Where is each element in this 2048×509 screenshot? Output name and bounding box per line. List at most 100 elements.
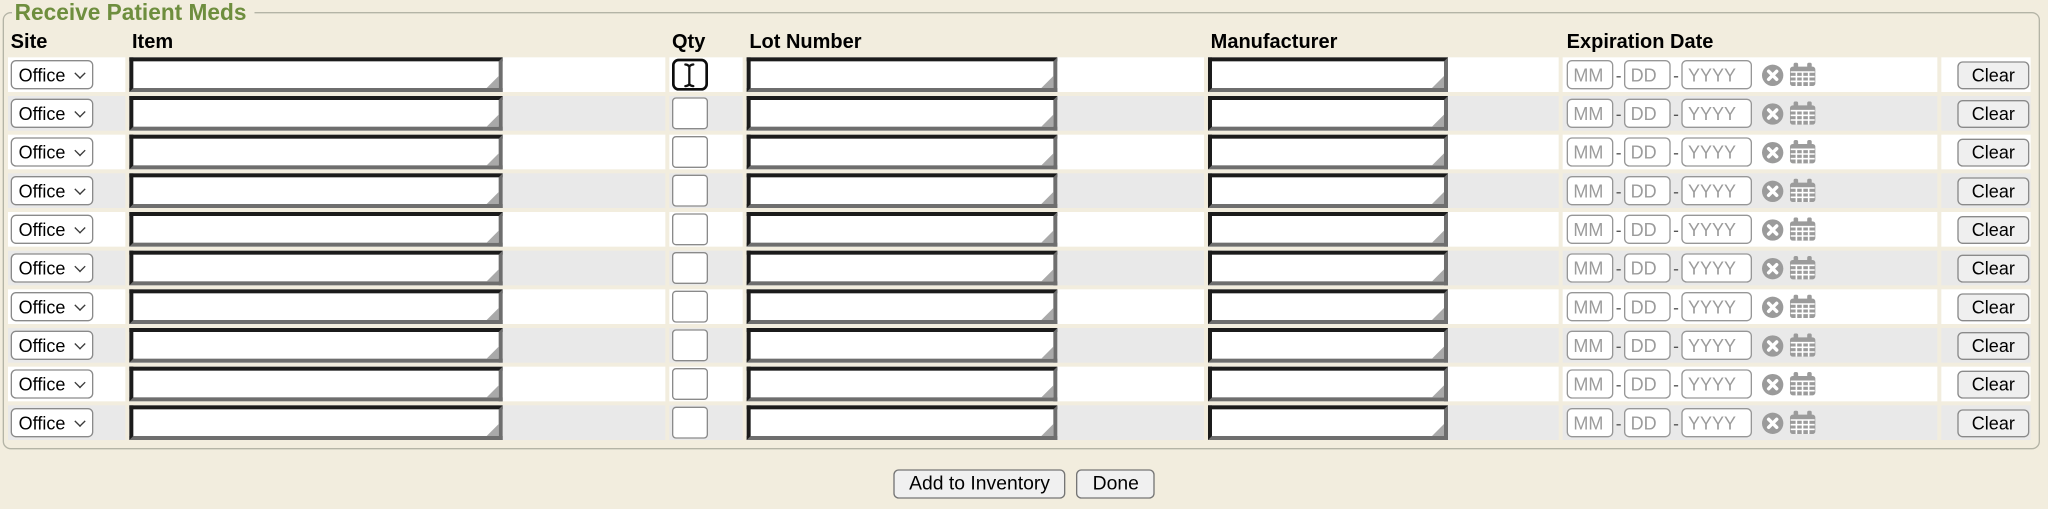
manufacturer-text-field[interactable] [1211, 409, 1444, 436]
lot-number-text-field[interactable] [750, 254, 1054, 282]
site-select[interactable]: Office [10, 407, 94, 438]
calendar-icon[interactable] [1789, 101, 1816, 125]
resize-grip-icon[interactable] [1431, 385, 1444, 398]
manufacturer-text-field[interactable] [1211, 254, 1444, 282]
expiration-month-input[interactable] [1566, 407, 1614, 438]
expiration-month-input[interactable] [1566, 59, 1614, 90]
resize-grip-icon[interactable] [1431, 230, 1444, 243]
resize-grip-icon[interactable] [1041, 191, 1054, 204]
lot-number-text-field[interactable] [750, 370, 1054, 398]
lot-number-input[interactable] [746, 134, 1058, 170]
site-select[interactable]: Office [10, 175, 94, 206]
lot-number-text-field[interactable] [750, 61, 1054, 88]
item-text-field[interactable] [133, 177, 499, 204]
qty-input[interactable] [671, 251, 708, 284]
resize-grip-icon[interactable] [1431, 191, 1444, 204]
qty-input[interactable] [671, 97, 708, 130]
lot-number-input[interactable] [746, 327, 1058, 363]
site-select[interactable]: Office [10, 98, 94, 128]
item-input[interactable] [129, 289, 503, 324]
expiration-year-input[interactable] [1681, 369, 1752, 399]
calendar-icon[interactable] [1789, 371, 1816, 396]
resize-grip-icon[interactable] [486, 346, 499, 359]
clear-date-icon[interactable] [1761, 334, 1784, 357]
resize-grip-icon[interactable] [486, 269, 499, 282]
clear-row-button[interactable]: Clear [1957, 176, 2030, 205]
item-input[interactable] [129, 57, 503, 92]
manufacturer-input[interactable] [1207, 327, 1448, 363]
calendar-icon[interactable] [1789, 333, 1816, 357]
manufacturer-text-field[interactable] [1211, 177, 1444, 204]
calendar-icon[interactable] [1789, 139, 1816, 164]
resize-grip-icon[interactable] [486, 191, 499, 204]
done-button[interactable]: Done [1076, 469, 1155, 499]
resize-grip-icon[interactable] [486, 75, 499, 88]
lot-number-text-field[interactable] [750, 215, 1054, 243]
expiration-day-input[interactable] [1623, 214, 1671, 244]
manufacturer-text-field[interactable] [1211, 99, 1444, 127]
item-input[interactable] [129, 366, 503, 402]
site-select[interactable]: Office [10, 369, 94, 399]
site-select[interactable]: Office [10, 291, 94, 322]
resize-grip-icon[interactable] [486, 385, 499, 398]
resize-grip-icon[interactable] [1041, 153, 1054, 166]
resize-grip-icon[interactable] [1431, 75, 1444, 88]
manufacturer-text-field[interactable] [1211, 61, 1444, 88]
expiration-year-input[interactable] [1681, 330, 1752, 360]
lot-number-text-field[interactable] [750, 409, 1054, 436]
qty-input[interactable] [671, 213, 708, 246]
item-input[interactable] [129, 134, 503, 170]
expiration-month-input[interactable] [1566, 214, 1614, 244]
expiration-month-input[interactable] [1566, 291, 1614, 322]
clear-date-icon[interactable] [1761, 218, 1784, 241]
lot-number-input[interactable] [746, 289, 1058, 324]
site-select[interactable]: Office [10, 253, 94, 283]
resize-grip-icon[interactable] [1431, 269, 1444, 282]
item-text-field[interactable] [133, 409, 499, 436]
manufacturer-input[interactable] [1207, 250, 1448, 286]
manufacturer-text-field[interactable] [1211, 215, 1444, 243]
item-text-field[interactable] [133, 99, 499, 127]
calendar-icon[interactable] [1789, 294, 1816, 319]
expiration-month-input[interactable] [1566, 175, 1614, 206]
clear-row-button[interactable]: Clear [1957, 369, 2030, 398]
lot-number-text-field[interactable] [750, 177, 1054, 204]
expiration-year-input[interactable] [1681, 98, 1752, 128]
lot-number-input[interactable] [746, 250, 1058, 286]
expiration-day-input[interactable] [1623, 253, 1671, 283]
calendar-icon[interactable] [1789, 410, 1816, 435]
manufacturer-input[interactable] [1207, 134, 1448, 170]
expiration-day-input[interactable] [1623, 98, 1671, 128]
resize-grip-icon[interactable] [1041, 385, 1054, 398]
lot-number-input[interactable] [746, 366, 1058, 402]
resize-grip-icon[interactable] [486, 423, 499, 436]
item-input[interactable] [129, 405, 503, 440]
resize-grip-icon[interactable] [486, 307, 499, 320]
lot-number-input[interactable] [746, 57, 1058, 92]
qty-input[interactable] [671, 329, 708, 362]
resize-grip-icon[interactable] [1431, 153, 1444, 166]
item-input[interactable] [129, 327, 503, 363]
site-select[interactable]: Office [10, 214, 94, 244]
clear-row-button[interactable]: Clear [1957, 292, 2030, 321]
clear-date-icon[interactable] [1761, 373, 1784, 396]
clear-date-icon[interactable] [1761, 102, 1784, 125]
clear-row-button[interactable]: Clear [1957, 99, 2030, 128]
lot-number-input[interactable] [746, 405, 1058, 440]
manufacturer-input[interactable] [1207, 405, 1448, 440]
manufacturer-input[interactable] [1207, 289, 1448, 324]
lot-number-text-field[interactable] [750, 293, 1054, 320]
expiration-day-input[interactable] [1623, 291, 1671, 322]
lot-number-text-field[interactable] [750, 331, 1054, 359]
expiration-year-input[interactable] [1681, 137, 1752, 167]
resize-grip-icon[interactable] [1431, 423, 1444, 436]
clear-row-button[interactable]: Clear [1957, 331, 2030, 360]
clear-date-icon[interactable] [1761, 295, 1784, 318]
clear-date-icon[interactable] [1761, 257, 1784, 280]
site-select[interactable]: Office [10, 59, 94, 90]
item-text-field[interactable] [133, 254, 499, 282]
item-text-field[interactable] [133, 370, 499, 398]
lot-number-input[interactable] [746, 95, 1058, 131]
clear-row-button[interactable]: Clear [1957, 408, 2030, 437]
item-text-field[interactable] [133, 331, 499, 359]
